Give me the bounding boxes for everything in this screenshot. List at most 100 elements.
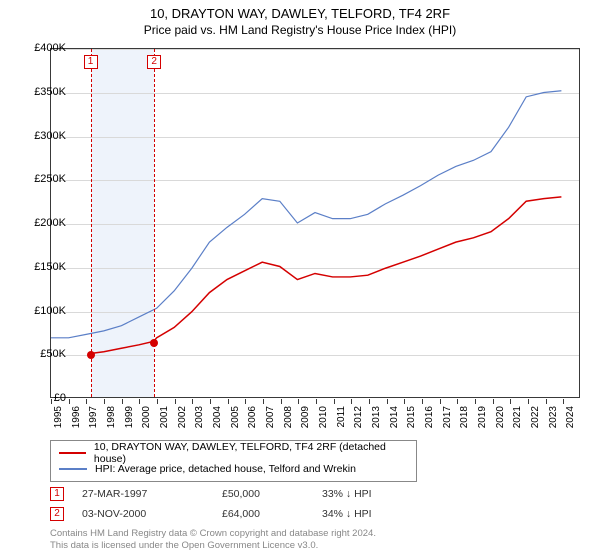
sale-marker-line [91,49,92,397]
x-axis-label: 2008 [283,406,294,428]
x-tick [104,399,105,404]
legend-swatch [59,468,87,470]
footer-attribution: Contains HM Land Registry data © Crown c… [50,528,376,553]
x-axis-label: 2004 [212,406,223,428]
x-axis-label: 2001 [159,406,170,428]
x-axis-label: 2002 [177,406,188,428]
sales-table: 1 27-MAR-1997£50,00033% ↓ HPI 2 03-NOV-2000… [50,484,422,524]
x-tick [157,399,158,404]
x-axis-label: 1999 [124,406,135,428]
x-tick [404,399,405,404]
x-tick [263,399,264,404]
x-tick [351,399,352,404]
chart-subtitle: Price paid vs. HM Land Registry's House … [0,21,600,37]
x-tick [387,399,388,404]
y-axis-label: £400K [34,42,66,54]
y-axis-label: £0 [54,392,66,404]
x-tick [563,399,564,404]
x-tick [175,399,176,404]
x-axis-label: 2014 [389,406,400,428]
x-tick [139,399,140,404]
sale-marker-box: 2 [147,55,161,69]
x-tick [245,399,246,404]
x-tick [210,399,211,404]
sale-diff: 34% ↓ HPI [322,508,422,520]
sale-date: 27-MAR-1997 [82,488,222,500]
sales-row: 1 27-MAR-1997£50,00033% ↓ HPI [50,484,422,504]
x-axis-label: 2005 [230,406,241,428]
sale-price: £64,000 [222,508,322,520]
x-axis-label: 2016 [424,406,435,428]
x-axis-label: 2015 [406,406,417,428]
x-axis-label: 2006 [247,406,258,428]
sale-marker-box-inline: 1 [50,487,64,501]
x-axis-label: 2011 [336,406,347,428]
chart-svg [51,49,579,397]
series-line-price_paid [90,197,561,354]
x-tick [69,399,70,404]
x-tick [86,399,87,404]
x-tick [440,399,441,404]
sale-marker-box-inline: 2 [50,507,64,521]
sale-marker-box: 1 [84,55,98,69]
sale-dot [150,339,158,347]
x-axis-label: 2010 [318,406,329,428]
x-axis-label: 2000 [141,406,152,428]
legend-box: 10, DRAYTON WAY, DAWLEY, TELFORD, TF4 2R… [50,440,417,482]
x-tick [510,399,511,404]
x-tick [369,399,370,404]
x-axis-label: 2022 [530,406,541,428]
legend-label: 10, DRAYTON WAY, DAWLEY, TELFORD, TF4 2R… [94,441,408,465]
chart-container: 10, DRAYTON WAY, DAWLEY, TELFORD, TF4 2R… [0,0,600,560]
x-axis-label: 2024 [565,406,576,428]
x-tick [316,399,317,404]
sale-diff: 33% ↓ HPI [322,488,422,500]
chart-plot-area: 12 [50,48,580,398]
x-axis-label: 1995 [53,406,64,428]
x-axis-label: 2018 [459,406,470,428]
legend-row: 10, DRAYTON WAY, DAWLEY, TELFORD, TF4 2R… [59,445,408,461]
legend-row: HPI: Average price, detached house, Telf… [59,461,408,477]
x-tick [475,399,476,404]
x-axis-label: 2013 [371,406,382,428]
x-axis-label: 1996 [71,406,82,428]
x-tick [422,399,423,404]
x-tick [122,399,123,404]
y-axis-label: £100K [34,305,66,317]
sales-row: 2 03-NOV-2000£64,00034% ↓ HPI [50,504,422,524]
x-tick [51,399,52,404]
legend-label: HPI: Average price, detached house, Telf… [95,463,356,475]
series-line-hpi [51,91,561,338]
x-tick [334,399,335,404]
y-axis-label: £350K [34,86,66,98]
legend-swatch [59,452,86,454]
x-axis-label: 2007 [265,406,276,428]
y-axis-label: £150K [34,261,66,273]
x-tick [528,399,529,404]
chart-title: 10, DRAYTON WAY, DAWLEY, TELFORD, TF4 2R… [0,0,600,21]
x-tick [281,399,282,404]
y-axis-label: £250K [34,173,66,185]
x-axis-label: 2019 [477,406,488,428]
y-axis-label: £200K [34,217,66,229]
sale-price: £50,000 [222,488,322,500]
sale-date: 03-NOV-2000 [82,508,222,520]
footer-line-1: Contains HM Land Registry data © Crown c… [50,528,376,540]
x-axis-label: 2009 [300,406,311,428]
x-tick [192,399,193,404]
x-axis-label: 1997 [88,406,99,428]
x-axis-label: 2017 [442,406,453,428]
x-tick [457,399,458,404]
x-axis-label: 2012 [353,406,364,428]
x-axis-label: 2020 [495,406,506,428]
x-tick [298,399,299,404]
x-axis-label: 1998 [106,406,117,428]
x-axis-label: 2003 [194,406,205,428]
x-axis-label: 2021 [512,406,523,428]
x-tick [546,399,547,404]
y-axis-label: £50K [40,348,66,360]
y-axis-label: £300K [34,130,66,142]
x-axis-label: 2023 [548,406,559,428]
x-tick [228,399,229,404]
footer-line-2: This data is licensed under the Open Gov… [50,540,376,552]
